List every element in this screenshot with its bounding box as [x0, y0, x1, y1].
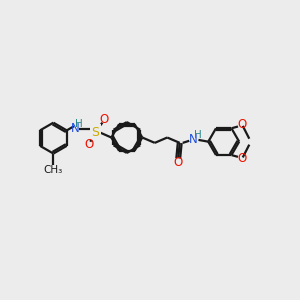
Text: H: H: [194, 130, 202, 140]
Text: O: O: [174, 156, 183, 169]
Text: O: O: [99, 113, 109, 126]
Text: O: O: [237, 118, 246, 131]
Text: H: H: [75, 119, 83, 129]
Text: N: N: [189, 133, 197, 146]
Text: O: O: [237, 152, 246, 165]
Text: N: N: [71, 122, 80, 135]
Text: CH₃: CH₃: [44, 165, 63, 175]
Text: S: S: [92, 126, 100, 139]
Text: O: O: [85, 138, 94, 151]
